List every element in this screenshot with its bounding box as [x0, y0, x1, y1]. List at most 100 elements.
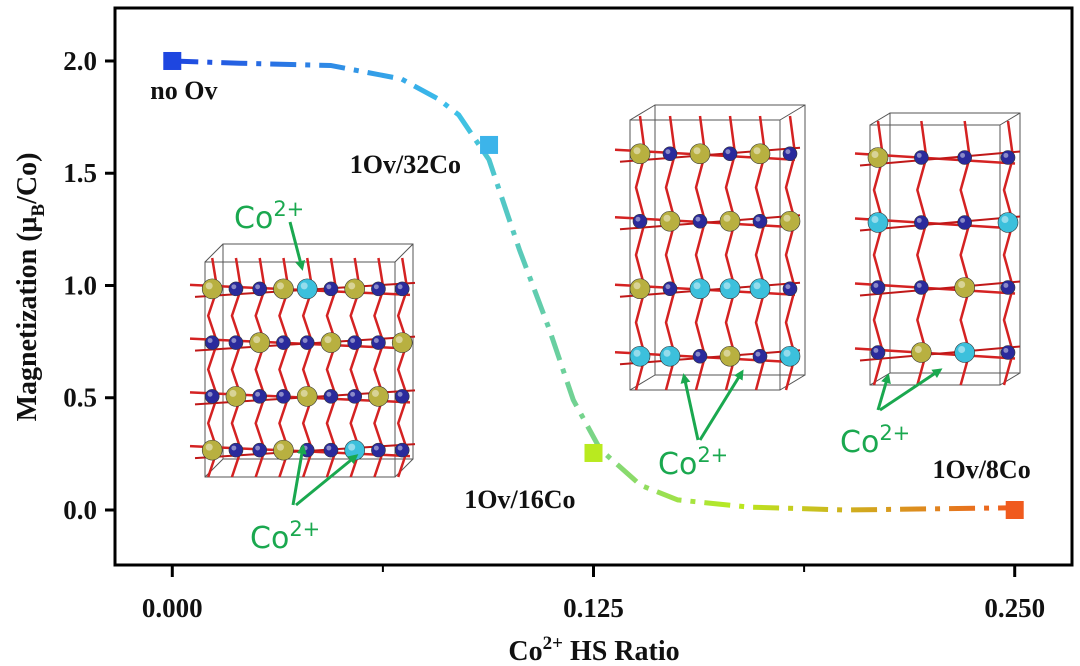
atom — [914, 150, 929, 165]
y-tick-label: 0.0 — [63, 495, 97, 525]
atom-shine — [326, 284, 332, 290]
atom-shine — [723, 282, 731, 290]
point-label: 1Ov/32Co — [350, 150, 461, 179]
bond — [916, 120, 928, 386]
atom-shine — [373, 338, 379, 343]
atom — [225, 386, 247, 407]
atom — [1000, 150, 1016, 165]
atom — [659, 210, 681, 232]
atom-shine — [1003, 282, 1009, 288]
atom-shine — [397, 391, 403, 397]
bond — [724, 115, 737, 391]
atom-shine — [255, 391, 261, 397]
atom-shine — [753, 282, 761, 290]
bond — [859, 345, 1021, 362]
atom — [782, 281, 798, 297]
atom — [689, 143, 711, 165]
atom — [371, 442, 386, 458]
atom-shine — [693, 147, 701, 155]
atom-shine — [916, 282, 922, 288]
atom-shine — [871, 151, 879, 158]
atom — [659, 345, 681, 367]
atom-shine — [693, 282, 701, 290]
atom-shine — [348, 282, 356, 290]
atom — [323, 442, 339, 458]
atom — [320, 332, 342, 353]
atom — [347, 335, 363, 350]
bond — [872, 120, 885, 386]
bond — [373, 257, 385, 478]
atom-shine — [723, 349, 731, 357]
atom-shine — [373, 284, 379, 290]
atom-shine — [395, 336, 403, 344]
atom — [749, 278, 771, 300]
atom — [201, 278, 223, 300]
annotation-arrows — [288, 221, 943, 507]
atom-shine — [1001, 216, 1009, 223]
atom-shine — [785, 284, 791, 290]
bond — [1002, 120, 1015, 386]
atom-shine — [371, 389, 379, 397]
atom — [911, 342, 932, 363]
point-label: 1Ov/8Co — [932, 455, 1030, 484]
atom-shine — [633, 282, 641, 290]
atom — [957, 150, 972, 165]
atom — [914, 280, 929, 295]
atom — [752, 213, 768, 229]
atom — [957, 215, 972, 230]
bond — [859, 150, 1021, 167]
cell-box — [204, 243, 414, 478]
atom — [719, 210, 741, 232]
atom — [867, 212, 889, 233]
cell-box — [629, 104, 806, 391]
atom — [692, 348, 708, 364]
point-label: no Ov — [150, 76, 217, 105]
atom — [779, 345, 801, 367]
arrow — [295, 454, 359, 507]
atom — [629, 143, 651, 165]
atom — [371, 335, 386, 350]
atom-shine — [205, 443, 213, 451]
atom — [954, 342, 975, 363]
bond — [254, 257, 267, 478]
atom — [692, 213, 708, 229]
atom — [632, 213, 648, 229]
atom — [1000, 345, 1016, 360]
atom-shine — [302, 338, 308, 343]
point — [1005, 500, 1024, 519]
atom-shine — [1003, 152, 1009, 158]
atom-shine — [665, 284, 671, 290]
atom — [204, 389, 220, 404]
atom — [1000, 280, 1016, 295]
atom-shine — [373, 445, 379, 451]
atom-shine — [725, 149, 731, 155]
atom — [391, 332, 413, 353]
atom-shine — [871, 216, 879, 223]
bond — [859, 280, 1021, 297]
point-label: 1Ov/16Co — [464, 485, 575, 514]
atom-shine — [397, 284, 403, 290]
atom — [752, 348, 768, 364]
atom — [296, 386, 318, 407]
atom-shine — [958, 346, 966, 353]
atom-shine — [753, 147, 761, 155]
atom — [273, 439, 294, 461]
atom-shine — [350, 391, 356, 397]
atom-shine — [207, 391, 213, 397]
atom-shine — [278, 391, 284, 397]
atom — [689, 278, 711, 300]
atom — [749, 143, 771, 165]
arrow — [879, 368, 943, 412]
point — [584, 443, 603, 462]
atom — [371, 281, 386, 297]
atom — [201, 439, 223, 461]
x-tick-label: 0.125 — [563, 593, 624, 623]
atom-shine — [205, 282, 213, 290]
annotation: Co2+ — [840, 421, 910, 460]
atom-shine — [633, 349, 641, 357]
arrow — [291, 444, 307, 506]
arrow — [876, 373, 891, 411]
bond — [230, 257, 243, 478]
annotation: Co2+ — [658, 443, 728, 482]
atom-shine — [914, 346, 922, 353]
